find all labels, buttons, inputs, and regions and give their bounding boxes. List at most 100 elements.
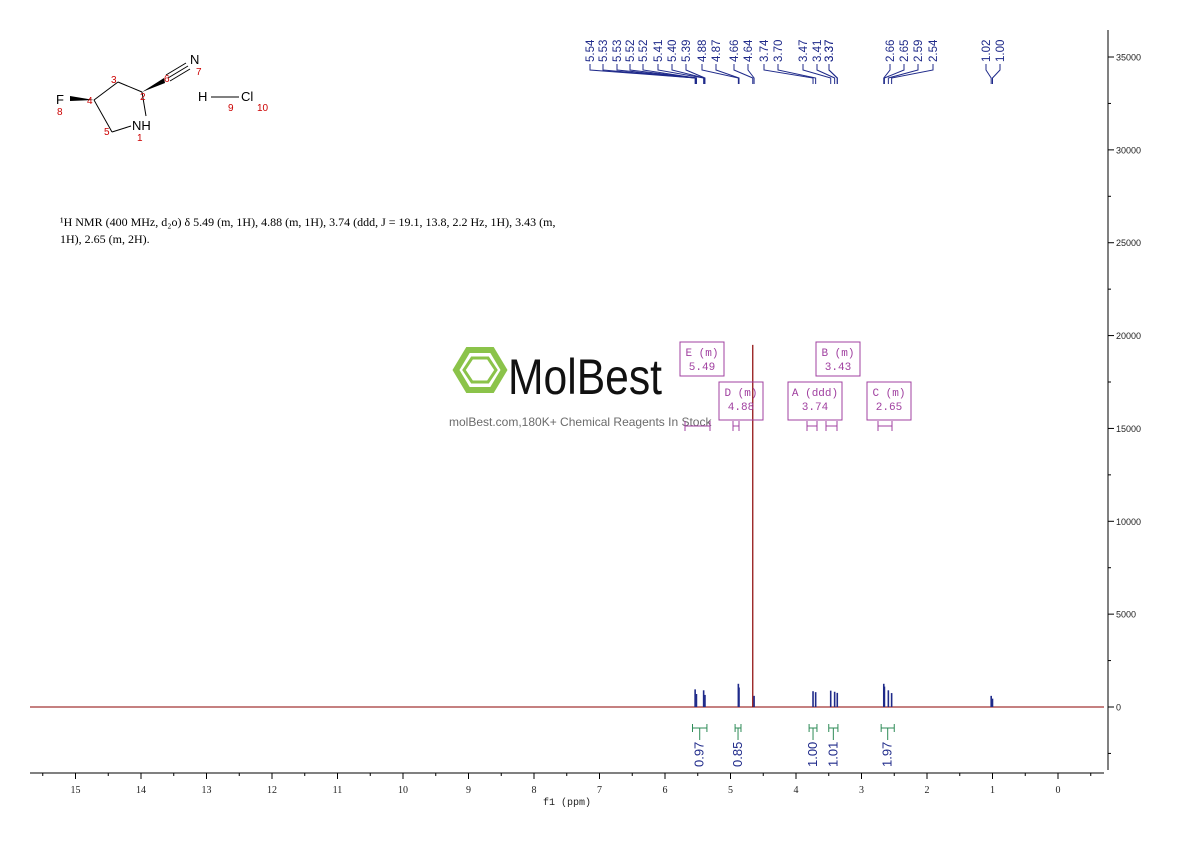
x-tick-label: 3 <box>859 785 864 796</box>
x-tick-label: 14 <box>136 785 146 796</box>
peak-label: 3.41 <box>812 40 824 62</box>
peak-label: 5.52 <box>638 40 650 62</box>
peak-label-connector <box>685 64 706 84</box>
atom-number-2: 2 <box>140 92 146 103</box>
peak-label: 5.54 <box>585 39 597 62</box>
peak-label: 2.59 <box>913 40 925 62</box>
x-tick-label: 2 <box>925 785 930 796</box>
peak-label-connector <box>777 64 817 84</box>
x-tick-label: 1 <box>990 785 995 796</box>
peak-label: 2.66 <box>885 40 897 62</box>
peak-label-connector <box>985 64 992 84</box>
molecule-structure: F NH N H Cl 8 1 7 9 10 2 3 4 5 6 <box>56 52 269 144</box>
multiplet-shift: 2.65 <box>876 402 902 414</box>
y-tick-label: 25000 <box>1116 238 1141 248</box>
y-tick-label: 5000 <box>1116 610 1136 620</box>
peak-label: 2.54 <box>928 39 940 62</box>
integral-value: 0.97 <box>692 742 707 767</box>
watermark-tagline: molBest.com,180K+ Chemical Reagents In S… <box>449 415 712 429</box>
x-tick-label: 12 <box>267 785 277 796</box>
atom-N: N <box>190 52 199 67</box>
y-tick-label: 15000 <box>1116 424 1141 434</box>
multiplet-name: D (m) <box>724 388 757 400</box>
nmr-description-line2: 1H), 2.65 (m, 2H). <box>60 232 150 246</box>
peak-label: 3.37 <box>824 40 836 62</box>
peak-label-connector <box>802 64 832 84</box>
atom-number-N: 7 <box>196 67 202 78</box>
peak-label: 2.65 <box>899 40 911 62</box>
multiplet-box <box>787 381 843 421</box>
y-tick-label: 35000 <box>1116 53 1141 63</box>
peak-label-connector <box>883 64 905 84</box>
x-tick-label: 9 <box>466 785 471 796</box>
atom-H: H <box>198 89 207 104</box>
peak-label: 4.66 <box>729 40 741 62</box>
integral-value: 0.85 <box>730 742 745 767</box>
watermark-brand: MolBest <box>508 349 662 405</box>
atom-Cl: Cl <box>241 89 253 104</box>
peak-label: 4.88 <box>697 40 709 62</box>
peak-label-connector <box>883 64 891 84</box>
multiplet-name: E (m) <box>685 348 718 360</box>
x-tick-label: 15 <box>71 785 81 796</box>
integrals: 0.97 0.85 1.00 1.01 1.97 <box>692 724 895 767</box>
x-axis-title: f1 (ppm) <box>543 797 591 809</box>
peak-label-connector <box>657 64 705 84</box>
multiplet-name: C (m) <box>872 388 905 400</box>
x-tick-label: 8 <box>532 785 537 796</box>
y-tick-label: 10000 <box>1116 517 1141 527</box>
integral-value: 1.97 <box>880 742 895 767</box>
peak-label: 5.39 <box>681 40 693 62</box>
peak-label-connector <box>701 64 739 84</box>
atom-number-6: 6 <box>164 74 170 85</box>
atom-number-Cl: 10 <box>257 103 269 114</box>
x-tick-label: 13 <box>202 785 212 796</box>
integral-value: 1.01 <box>825 742 840 767</box>
peak-label-connector <box>887 64 919 84</box>
x-tick-label: 5 <box>728 785 733 796</box>
x-tick-label: 10 <box>398 785 408 796</box>
benzene-logo-icon <box>452 347 508 393</box>
spectrum <box>30 344 1104 708</box>
peak-label: 5.40 <box>667 40 679 62</box>
multiplet-box <box>718 381 764 421</box>
atom-number-5: 5 <box>104 127 110 138</box>
multiplet-shift: 5.49 <box>689 362 715 374</box>
multiplet-shift: 3.43 <box>825 362 851 374</box>
atom-F: F <box>56 92 64 107</box>
peak-label-connector <box>891 64 934 84</box>
peak-label-connector <box>747 64 755 84</box>
peak-labels: 5.54 5.53 5.53 5.52 5.52 5.41 5.40 5.39 4.88 4.87… <box>585 39 1007 84</box>
atom-number-4: 4 <box>87 96 93 107</box>
peak-label: 5.53 <box>612 40 624 62</box>
peak-label-connector <box>642 64 697 84</box>
peak-label: 3.37 <box>824 40 836 62</box>
peak-label: 1.00 <box>995 40 1007 62</box>
peak-label-connector <box>828 64 838 84</box>
peak-label: 3.47 <box>798 40 810 62</box>
multiplet-shift: 4.88 <box>728 402 754 414</box>
peak-label-connector <box>816 64 836 84</box>
peak-label: 3.74 <box>759 39 771 62</box>
multiplet-boxes: E (m) 5.49 D (m) 4.88 A (ddd) 3.74 B (m) 3.43 C … <box>679 341 912 431</box>
peak-label: 5.53 <box>598 40 610 62</box>
multiplet-box <box>866 381 912 421</box>
atom-number-3: 3 <box>111 75 117 86</box>
peak-label-connector <box>589 64 696 84</box>
peak-label: 4.87 <box>711 40 723 62</box>
multiplet-shift: 3.74 <box>802 402 829 414</box>
atom-NH: NH <box>132 118 151 133</box>
atom-number-NH: 1 <box>137 133 143 144</box>
watermark: MolBest molBest.com,180K+ Chemical Reage… <box>449 347 712 429</box>
x-tick-label: 4 <box>794 785 799 796</box>
peak-label-connector <box>616 64 697 84</box>
atom-number-F: 8 <box>57 107 63 118</box>
peak-label: 5.41 <box>653 40 665 62</box>
axes: 15 14 13 12 11 10 9 8 7 6 5 4 3 2 1 0f1 (ppm)3500030000… <box>30 30 1141 809</box>
atom-number-H: 9 <box>228 103 234 114</box>
multiplet-box <box>679 341 725 377</box>
peak-label-connector <box>715 64 740 84</box>
peak-label-connector <box>671 64 705 84</box>
multiplet-name: B (m) <box>821 348 854 360</box>
